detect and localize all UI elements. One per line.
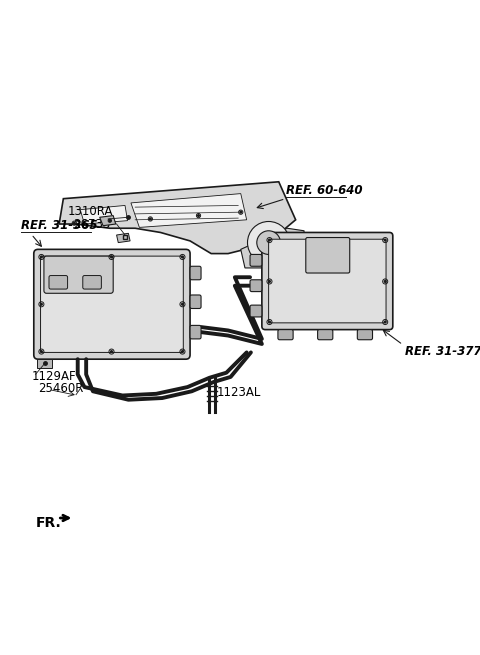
Text: 1310RA: 1310RA [68, 205, 113, 218]
FancyBboxPatch shape [250, 305, 262, 317]
FancyBboxPatch shape [357, 329, 372, 340]
Circle shape [109, 221, 111, 222]
Circle shape [240, 212, 241, 213]
Polygon shape [241, 228, 304, 268]
Text: 26733: 26733 [72, 217, 110, 231]
FancyBboxPatch shape [269, 239, 386, 323]
Circle shape [248, 221, 290, 264]
Circle shape [111, 350, 112, 352]
Circle shape [181, 256, 183, 258]
FancyBboxPatch shape [83, 276, 101, 289]
Text: REF. 31-377: REF. 31-377 [405, 345, 480, 358]
Circle shape [384, 321, 386, 323]
Polygon shape [100, 215, 116, 226]
FancyBboxPatch shape [190, 326, 201, 339]
Text: 1129AF: 1129AF [32, 369, 77, 383]
Circle shape [73, 222, 75, 224]
Circle shape [181, 303, 183, 305]
FancyBboxPatch shape [262, 233, 393, 329]
FancyBboxPatch shape [250, 280, 262, 291]
Circle shape [257, 231, 280, 254]
FancyBboxPatch shape [40, 256, 183, 352]
Text: REF. 60-640: REF. 60-640 [286, 184, 362, 197]
Polygon shape [131, 194, 247, 227]
Circle shape [109, 220, 111, 221]
Circle shape [269, 239, 270, 241]
FancyBboxPatch shape [278, 329, 293, 340]
Circle shape [384, 280, 386, 282]
Circle shape [40, 350, 42, 352]
Circle shape [111, 256, 112, 258]
Circle shape [269, 321, 270, 323]
Polygon shape [59, 182, 296, 253]
Circle shape [198, 215, 199, 216]
Text: 25460R: 25460R [38, 383, 84, 395]
FancyBboxPatch shape [190, 295, 201, 309]
Circle shape [40, 256, 42, 258]
Polygon shape [117, 233, 130, 242]
Polygon shape [80, 206, 128, 224]
Circle shape [149, 218, 151, 220]
FancyBboxPatch shape [34, 250, 190, 359]
FancyBboxPatch shape [250, 254, 262, 266]
Polygon shape [37, 359, 52, 367]
Circle shape [181, 350, 183, 352]
FancyBboxPatch shape [318, 329, 333, 340]
Text: REF. 31-365: REF. 31-365 [21, 219, 97, 233]
Text: FR.: FR. [36, 516, 61, 530]
FancyBboxPatch shape [44, 256, 113, 293]
Circle shape [384, 239, 386, 241]
FancyBboxPatch shape [306, 238, 350, 273]
FancyBboxPatch shape [49, 276, 68, 289]
Circle shape [40, 303, 42, 305]
Circle shape [44, 363, 46, 364]
Text: 1123AL: 1123AL [216, 386, 261, 400]
Circle shape [269, 280, 270, 282]
FancyBboxPatch shape [190, 266, 201, 280]
